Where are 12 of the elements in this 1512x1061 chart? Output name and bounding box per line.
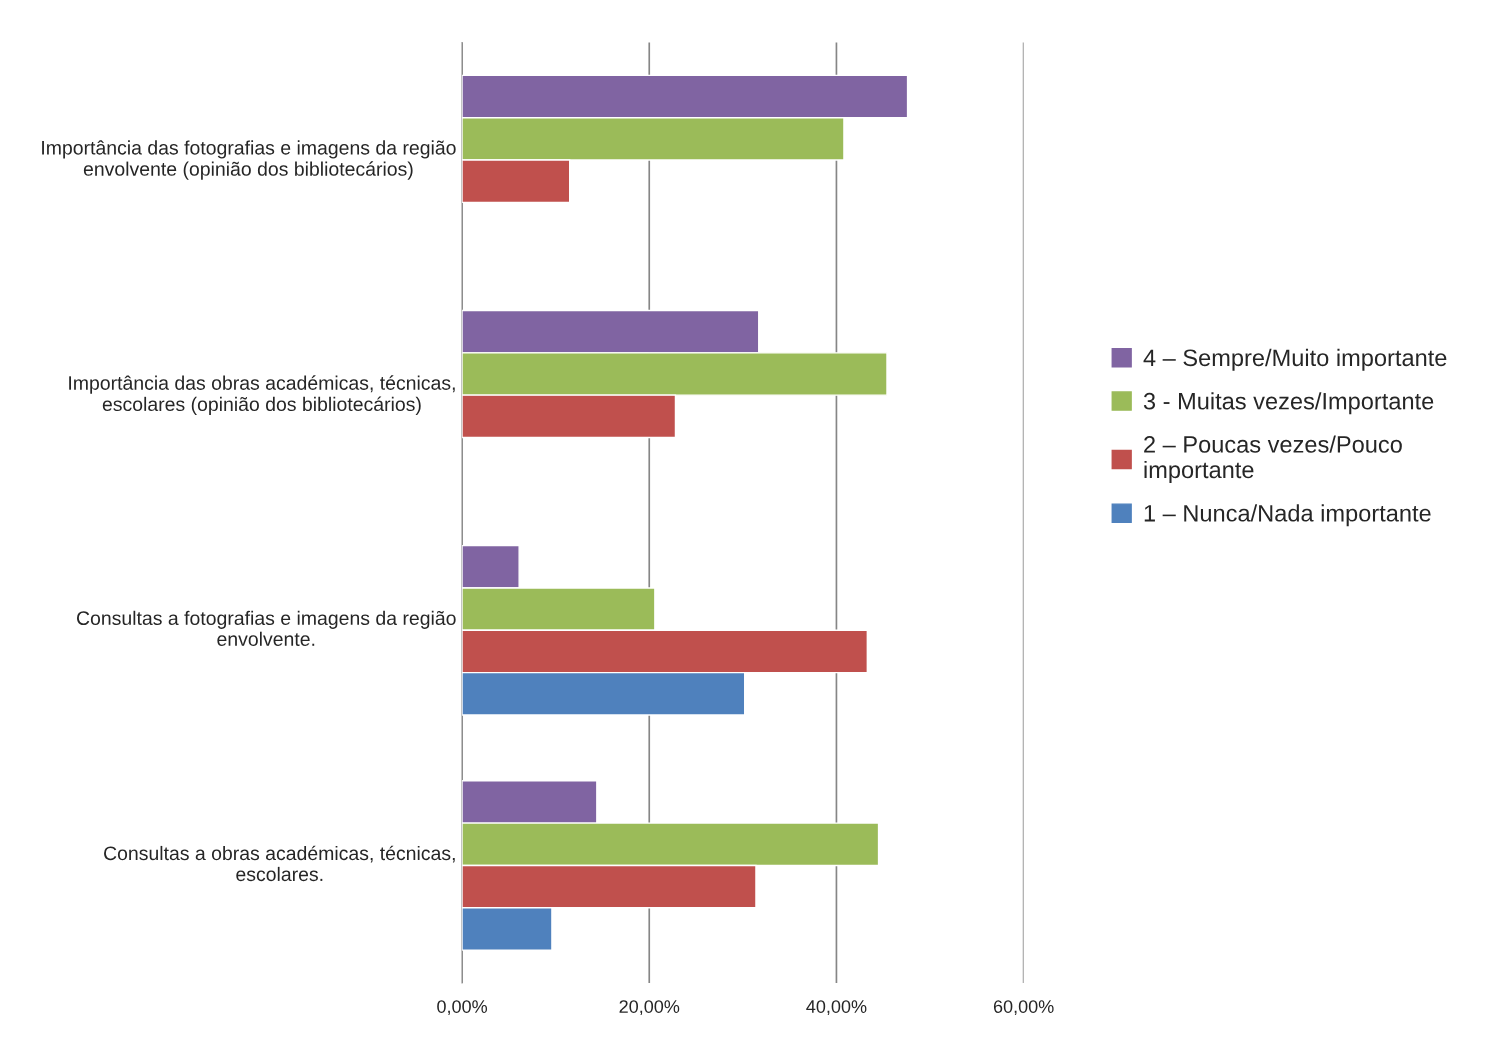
y-tick-label: Importância das obras académicas, técnicas, escolares (opinião dos bibliotecários) [69, 375, 455, 415]
legend-label: 4 – Sempre/Muito importante [1143, 348, 1447, 371]
legend-label: 2 – Poucas vezes/Pouco importante [1144, 435, 1402, 483]
x-tick-label: 0,00% [437, 1000, 488, 1016]
y-tick-label: Consultas a fotografias e imagens da região envolvente. [76, 610, 456, 646]
x-tick-label: 20,00% [619, 1000, 680, 1016]
x-tick-label: 60,00% [993, 1000, 1054, 1016]
y-tick-label: Consultas a obras académicas, técnicas, escolares. [104, 845, 455, 882]
x-tick-label: 40,00% [806, 1000, 867, 1016]
legend-label: 3 - Muitas vezes/Importante [1143, 392, 1434, 415]
legend-label: 1 – Nunca/Nada importante [1144, 504, 1431, 527]
y-tick-label: Importância das fotografias e imagens da região envolvente (opinião dos bibliotecários) [42, 140, 456, 180]
